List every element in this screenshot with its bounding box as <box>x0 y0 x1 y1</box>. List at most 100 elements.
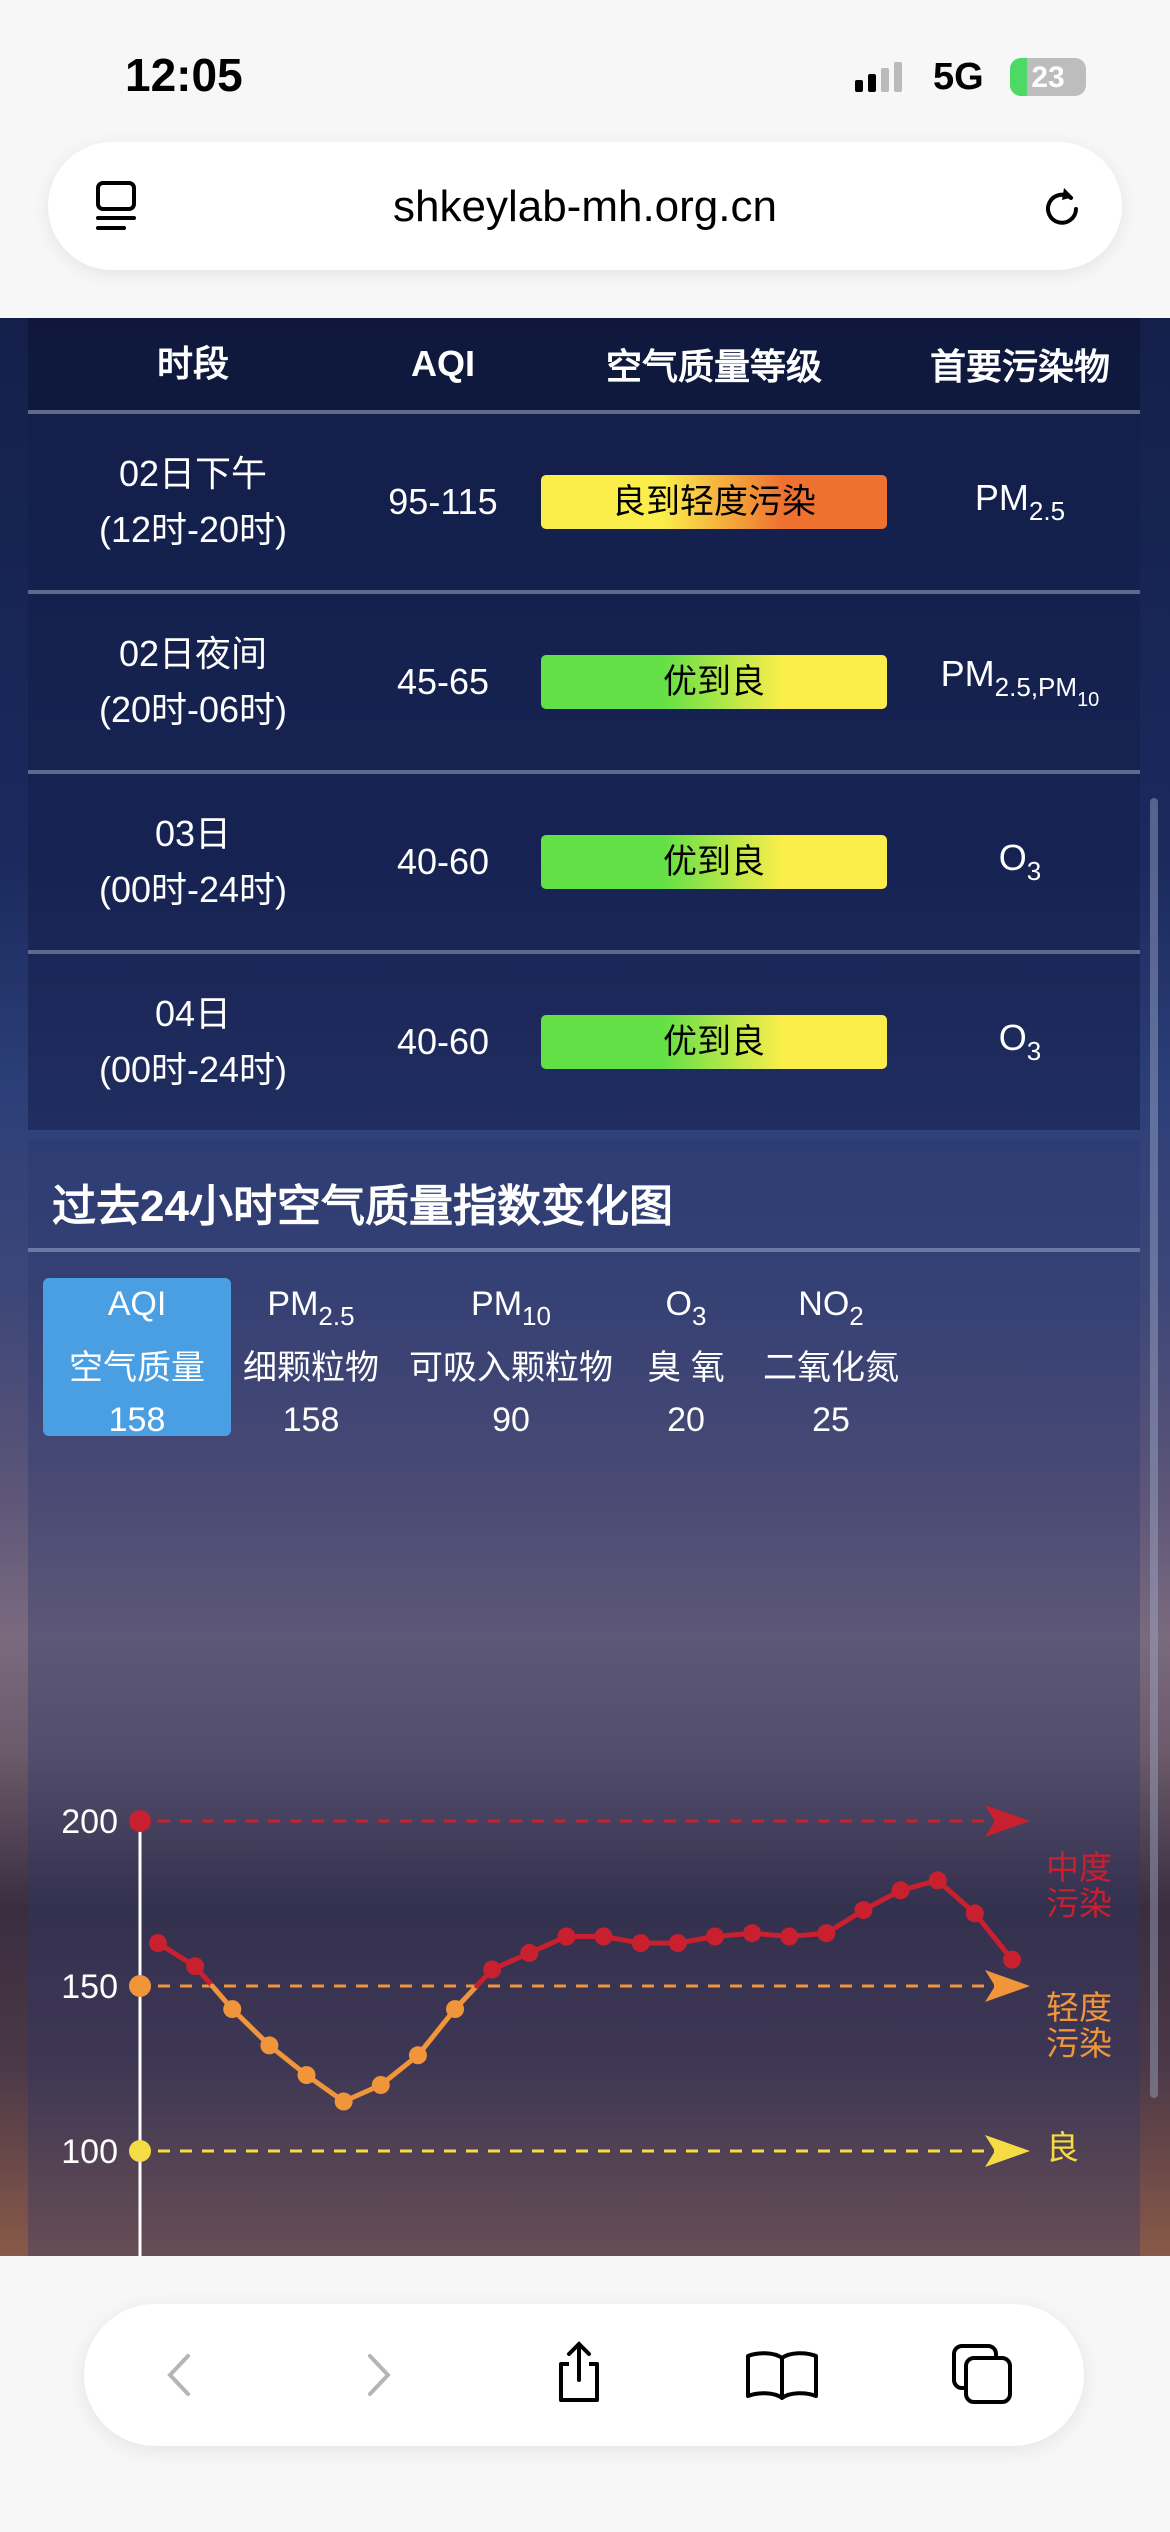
table-row: 04日 (00时-24时) 40-60 优到良 O3 <box>28 950 1140 1130</box>
data-point <box>483 1960 502 1979</box>
level-badge: 优到良 <box>541 835 887 889</box>
primary-pollutant: PM2.5,PM10 <box>900 653 1140 712</box>
tab-name: 二氧化氮 <box>763 1349 899 1387</box>
tab-name: 空气质量 <box>69 1349 205 1387</box>
data-point <box>334 2092 353 2111</box>
threshold-marker <box>129 2140 151 2162</box>
period: 04日 <box>154 993 232 1034</box>
pollutant-subscript: 3 <box>1026 856 1042 886</box>
data-point <box>965 1904 984 1923</box>
share-icon[interactable] <box>549 2340 609 2406</box>
level-label: 轻度污染 <box>1046 1989 1112 2062</box>
cellular-signal-icon <box>855 62 902 92</box>
chart-section: 过去24小时空气质量指数变化图 AQI 空气质量 158 PM2.5 细颗粒物 158 PM… <box>28 1140 1140 2258</box>
tab-value: 158 <box>282 1401 340 1439</box>
period-cell: 04日 (00时-24时) <box>28 986 358 1098</box>
data-point <box>631 1934 650 1953</box>
forecast-table-header: 时段 AQI 空气质量等级 首要污染物 <box>28 318 1140 410</box>
aqi-range: 40-60 <box>396 1021 490 1062</box>
data-point <box>705 1927 724 1946</box>
data-point <box>186 1957 205 1976</box>
back-icon[interactable] <box>154 2350 204 2400</box>
tab-name: 臭 氧 <box>647 1349 725 1387</box>
aqi-range: 45-65 <box>396 661 490 702</box>
pollutant-subscript: 2.5 <box>994 671 1031 702</box>
reload-icon[interactable] <box>1038 182 1088 232</box>
data-point <box>1003 1950 1021 1969</box>
data-point <box>817 1924 836 1943</box>
tab-name: 细颗粒物 <box>243 1349 379 1387</box>
data-point <box>520 1944 539 1962</box>
period: 02日下午 <box>118 453 268 494</box>
data-point <box>743 1924 762 1943</box>
y-tick-label: 100 <box>61 2133 118 2171</box>
table-row: 02日下午 (12时-20时) 95-115 良到轻度污染 PM2.5 <box>28 410 1140 590</box>
period: 02日夜间 <box>118 633 268 674</box>
level-cell: 优到良 <box>528 1015 900 1069</box>
pollutant-subscript: 3 <box>1026 1036 1042 1066</box>
tab-name: 可吸入颗粒物 <box>409 1349 613 1387</box>
level-label: 良 <box>1046 2129 1079 2166</box>
tab-value: 20 <box>667 1401 705 1439</box>
primary-pollutant: O3 <box>900 1017 1140 1067</box>
url-text[interactable]: shkeylab-mh.org.cn <box>393 182 777 231</box>
tab-o3[interactable]: O3 臭 氧 20 <box>631 1278 741 1439</box>
data-point <box>446 2000 465 2019</box>
primary-pollutant: O3 <box>900 837 1140 887</box>
period-hours: (00时-24时) <box>98 869 288 910</box>
level-badge: 优到良 <box>541 655 887 709</box>
toolbar-pill <box>84 2304 1084 2446</box>
period-cell: 02日夜间 (20时-06时) <box>28 626 358 738</box>
tab-aqi[interactable]: AQI 空气质量 158 <box>43 1278 231 1439</box>
browser-toolbar <box>0 2256 1170 2532</box>
pollutant-subscript: 2.5 <box>1028 496 1066 526</box>
level-cell: 良到轻度污染 <box>528 475 900 529</box>
data-point <box>149 1934 167 1953</box>
scrollbar[interactable] <box>1150 798 1158 2098</box>
pollutant-extra: ,PM10 <box>1030 671 1100 711</box>
period-cell: 03日 (00时-24时) <box>28 806 358 918</box>
bookmarks-icon[interactable] <box>744 2348 820 2404</box>
page-menu-icon[interactable] <box>94 180 144 232</box>
table-row: 02日夜间 (20时-06时) 45-65 优到良 PM2.5,PM10 <box>28 590 1140 770</box>
pollutant-name: PM <box>940 652 995 694</box>
battery-icon: 23 <box>1010 58 1086 96</box>
level-cell: 优到良 <box>528 835 900 889</box>
line-segment <box>972 1910 1015 1963</box>
forward-icon[interactable] <box>354 2350 404 2400</box>
tab-value: 158 <box>108 1401 166 1439</box>
tab-symbol: NO2 <box>798 1285 864 1331</box>
data-point <box>223 2000 242 2019</box>
status-bar: 12:05 5G 23 <box>0 0 1170 140</box>
chart-title: 过去24小时空气质量指数变化图 <box>52 1182 673 1231</box>
threshold-arrow-icon <box>985 1805 1030 1837</box>
data-point <box>891 1881 910 1900</box>
header-aqi: AQI <box>410 343 475 384</box>
aqi-range: 40-60 <box>396 841 490 882</box>
header-period: 时段 <box>156 343 229 384</box>
tab-symbol: AQI <box>107 1285 167 1323</box>
data-point <box>260 2036 279 2055</box>
pollutant-name: O <box>998 837 1027 878</box>
address-bar[interactable]: shkeylab-mh.org.cn <box>48 142 1122 270</box>
pollutant-tabs: AQI 空气质量 158 PM2.5 细颗粒物 158 PM10 可吸入颗粒物 90 O3 臭 氧 2… <box>43 1278 921 1439</box>
threshold-marker <box>129 1975 151 1997</box>
header-level: 空气质量等级 <box>605 346 822 387</box>
level-cell: 优到良 <box>528 655 900 709</box>
tabs-icon[interactable] <box>950 2342 1016 2408</box>
primary-pollutant: PM2.5 <box>900 477 1140 527</box>
aqi-range: 95-115 <box>388 481 498 522</box>
period-hours: (00时-24时) <box>98 1049 288 1090</box>
table-row: 03日 (00时-24时) 40-60 优到良 O3 <box>28 770 1140 950</box>
data-point <box>668 1934 687 1953</box>
data-point <box>557 1927 576 1946</box>
tab-no2[interactable]: NO2 二氧化氮 25 <box>741 1278 921 1439</box>
level-badge: 良到轻度污染 <box>541 475 887 529</box>
clock: 12:05 <box>125 49 243 101</box>
tab-pm10[interactable]: PM10 可吸入颗粒物 90 <box>391 1278 631 1439</box>
level-badge: 优到良 <box>541 1015 887 1069</box>
period-hours: (12时-20时) <box>98 509 288 550</box>
tab-pm25[interactable]: PM2.5 细颗粒物 158 <box>231 1278 391 1439</box>
forecast-table-body: 02日下午 (12时-20时) 95-115 良到轻度污染 PM2.5 02日夜间(… <box>28 410 1140 1130</box>
pollutant-name: PM <box>974 477 1029 518</box>
